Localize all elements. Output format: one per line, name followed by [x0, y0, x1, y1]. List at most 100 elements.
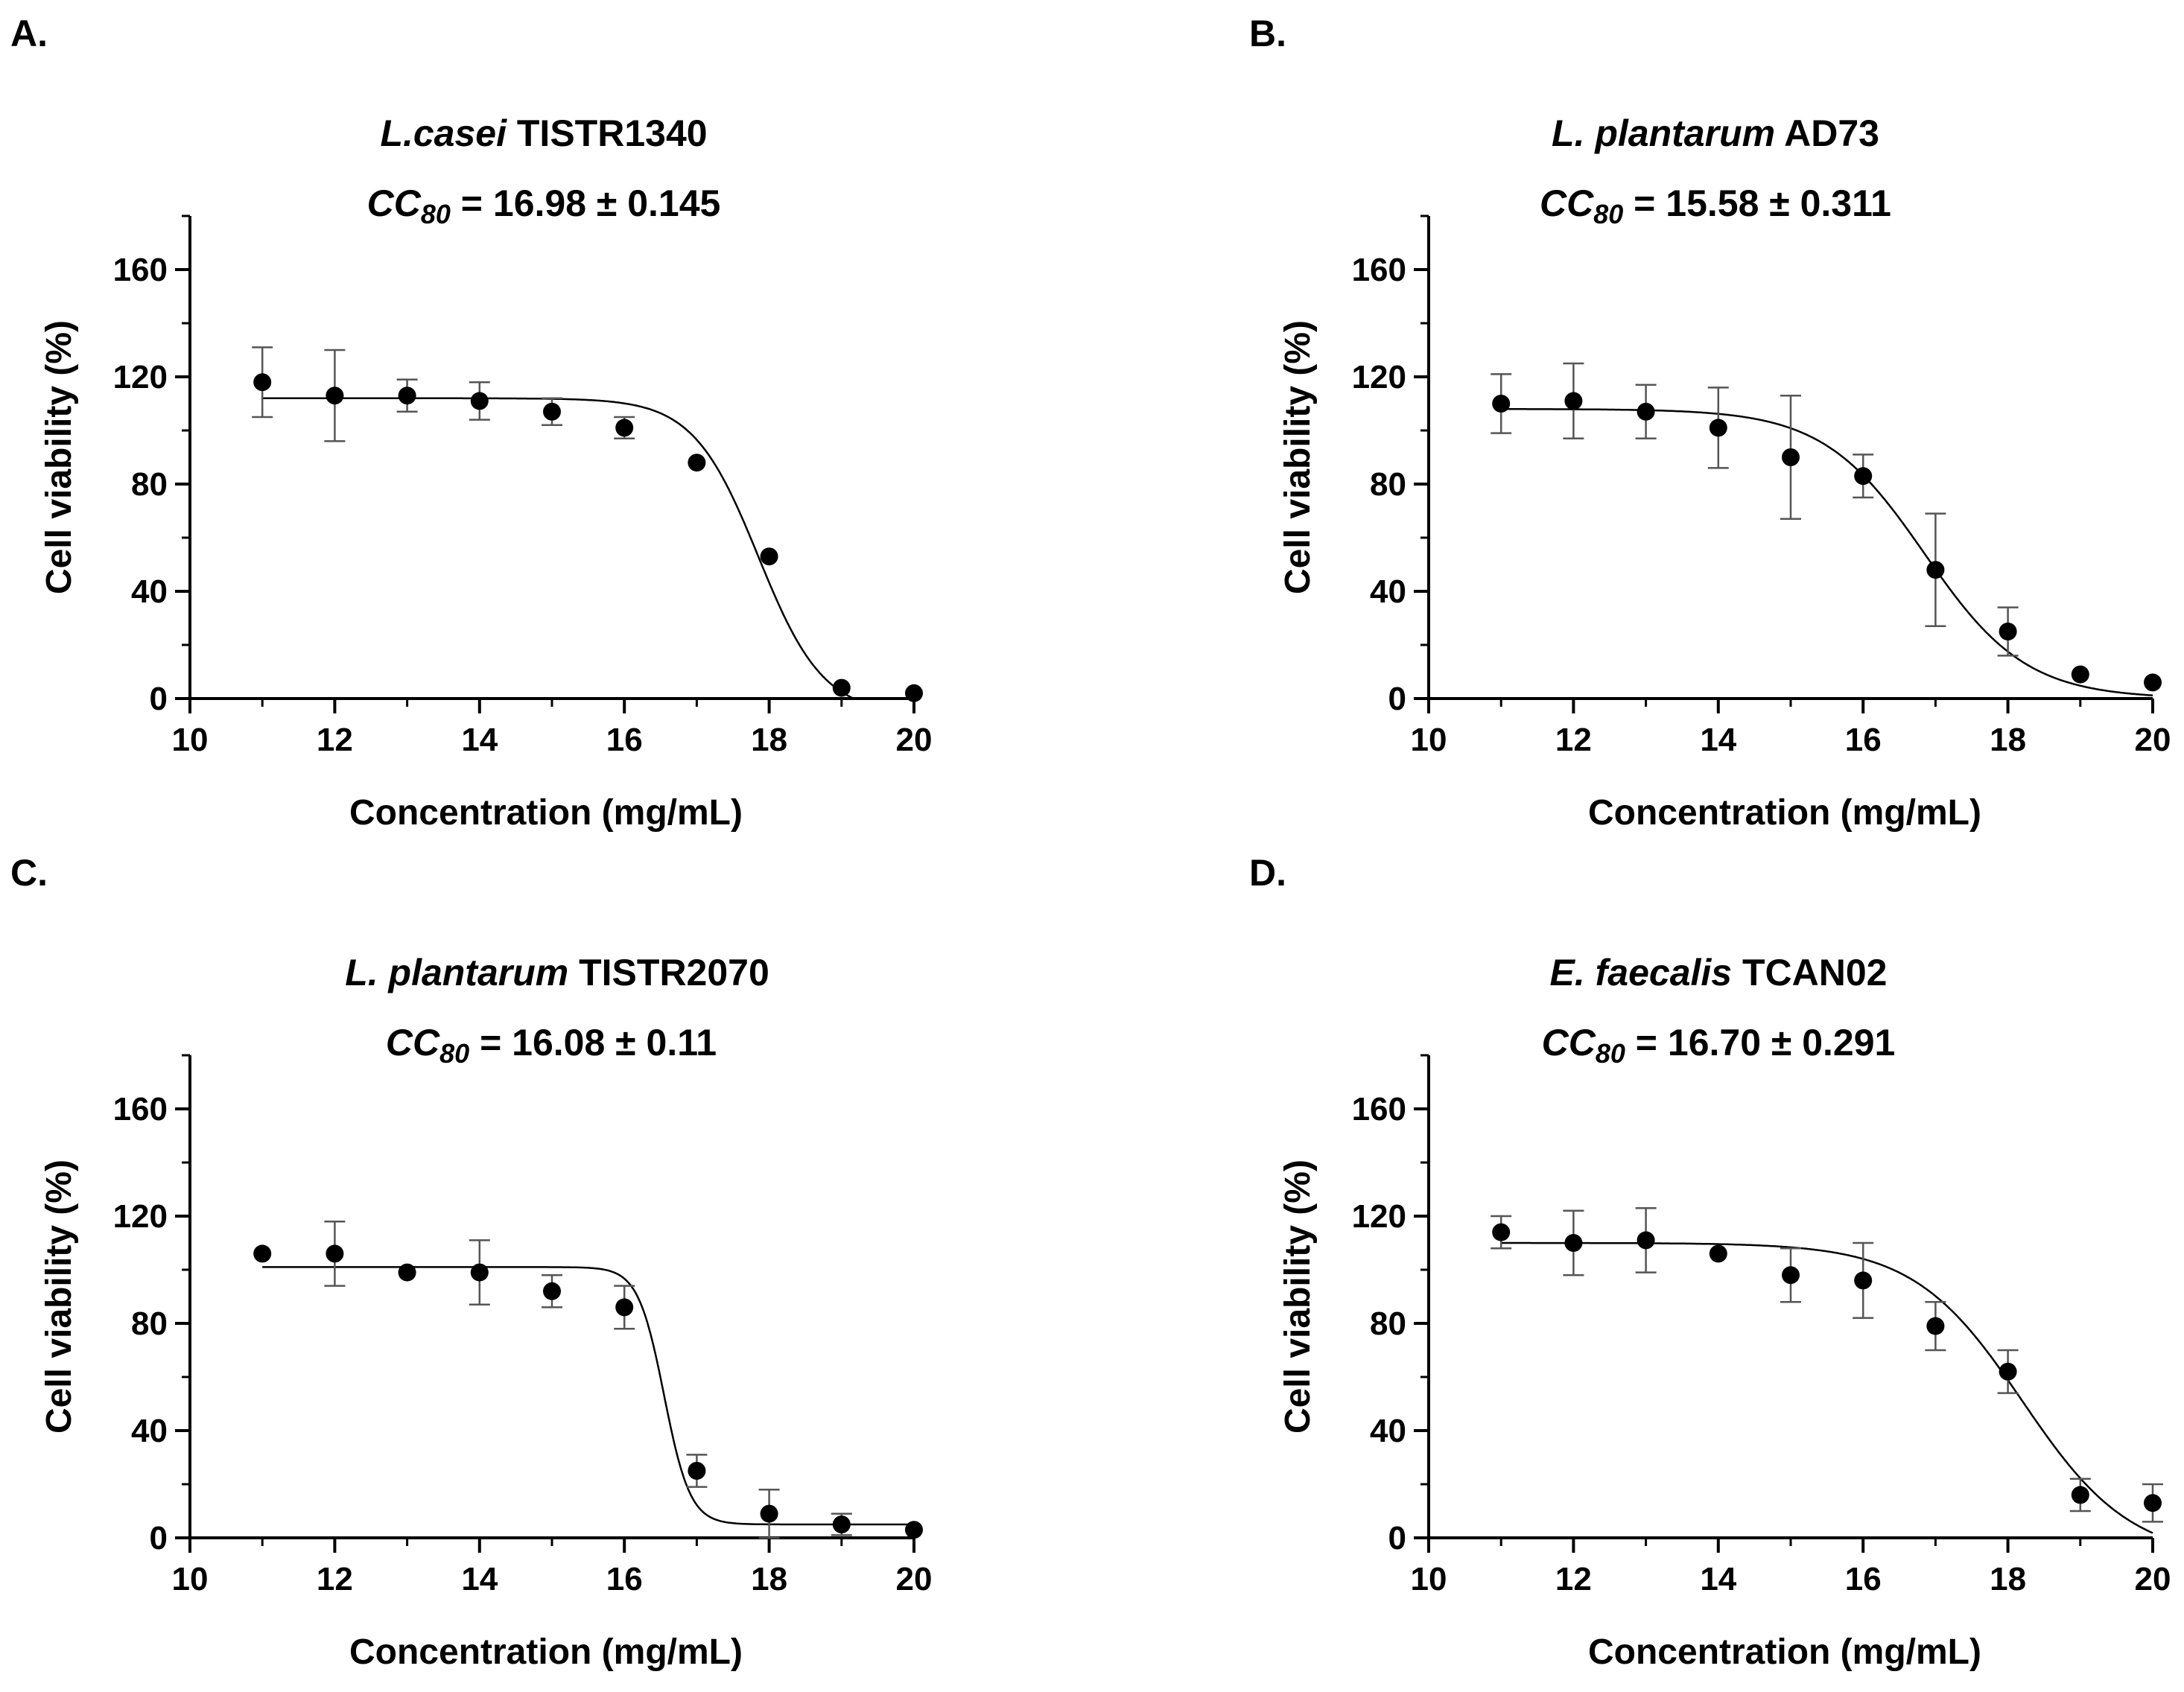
x-tick-label: 16: [606, 1561, 643, 1597]
x-tick-label: 20: [896, 1561, 933, 1597]
data-point: [1926, 561, 1945, 579]
cc-value: = 15.58 ± 0.311: [1623, 182, 1891, 224]
y-tick-label: 80: [1370, 466, 1406, 503]
y-tick-label: 40: [131, 1413, 168, 1449]
data-point: [905, 684, 923, 702]
chart-panel-d: D. E. faecalis TCAN02 CC80 = 16.70 ± 0.2…: [1249, 852, 2171, 1672]
data-point: [2144, 1494, 2162, 1513]
y-tick-label: 160: [113, 1091, 168, 1128]
y-tick-label: 120: [113, 1198, 168, 1235]
x-tick-label: 14: [461, 722, 498, 758]
data-point: [1492, 1223, 1511, 1241]
y-tick-label: 80: [131, 1305, 168, 1342]
data-point: [1854, 467, 1873, 486]
chart-subtitle: CC80 = 16.70 ± 0.291: [1542, 1022, 1896, 1069]
chart-title: E. faecalis TCAN02: [1550, 952, 1888, 993]
title-species: L. plantarum: [1552, 112, 1775, 154]
x-tick-label: 10: [1411, 722, 1447, 758]
data-point: [615, 1298, 634, 1317]
data-point: [1854, 1271, 1873, 1290]
cc-subscript: 80: [1596, 1038, 1625, 1069]
plot-area: 0 40 80 120 160 10 12 14 16 18 20: [1352, 1054, 2171, 1597]
chart-panel-a: A. L.casei TISTR1340 CC80 = 16.98 ± 0.14…: [10, 13, 932, 833]
chart-title: L. plantarum AD73: [1552, 112, 1879, 154]
x-tick-label: 12: [317, 1561, 353, 1597]
data-point: [398, 1263, 416, 1282]
data-point: [1782, 1266, 1800, 1285]
data-point: [688, 454, 706, 472]
x-tick-label: 12: [1555, 1561, 1592, 1597]
data-point: [1926, 1317, 1945, 1335]
chart-panel-b: B. L. plantarum AD73 CC80 = 15.58 ± 0.31…: [1249, 13, 2171, 833]
data-point: [326, 387, 344, 405]
x-axis-label: Concentration (mg/mL): [349, 1632, 743, 1672]
data-point: [543, 1282, 561, 1300]
title-strain: TISTR2070: [568, 952, 769, 993]
x-tick-label: 16: [606, 722, 643, 758]
x-tick-label: 12: [1555, 722, 1592, 758]
data-point: [1709, 419, 1727, 437]
y-tick-label: 80: [131, 466, 168, 503]
x-tick-label: 20: [2135, 722, 2171, 758]
panel-letter: A.: [10, 13, 48, 54]
y-tick-label: 160: [113, 252, 168, 288]
data-point: [1999, 623, 2017, 640]
chart-subtitle: CC80 = 15.58 ± 0.311: [1540, 182, 1891, 229]
y-tick-label: 40: [131, 573, 168, 610]
title-strain: TISTR1340: [507, 112, 708, 154]
data-point: [1637, 402, 1655, 421]
data-point: [1492, 395, 1511, 413]
data-point: [253, 373, 272, 392]
x-axis-label: Concentration (mg/mL): [349, 793, 743, 833]
x-tick-label: 14: [1700, 1561, 1736, 1597]
title-species: L. plantarum: [345, 952, 568, 993]
cc-symbol: CC: [1542, 1022, 1596, 1063]
cc-subscript: 80: [1593, 199, 1623, 229]
fit-curve: [1501, 1241, 2153, 1534]
data-point: [1709, 1244, 1727, 1263]
x-tick-label: 16: [1845, 1561, 1882, 1597]
data-point: [1564, 392, 1583, 410]
plot-area: 0 40 80 120 160 10 12 14 16 18 20: [113, 214, 932, 758]
y-tick-label: 40: [1370, 1413, 1406, 1449]
chart-subtitle: CC80 = 16.98 ± 0.145: [367, 182, 721, 229]
chart-subtitle: CC80 = 16.08 ± 0.11: [386, 1022, 717, 1069]
y-axis-label: Cell viability (%): [39, 320, 79, 594]
data-point: [2071, 665, 2089, 684]
data-point: [2144, 673, 2162, 692]
x-tick-label: 18: [1990, 1561, 2026, 1597]
y-tick-label: 0: [1388, 681, 1406, 717]
x-tick-label: 12: [317, 722, 353, 758]
panel-letter: D.: [1249, 852, 1286, 894]
data-point: [253, 1244, 272, 1263]
y-tick-label: 120: [113, 359, 168, 395]
data-point: [470, 1263, 489, 1282]
cc-value: = 16.70 ± 0.291: [1625, 1022, 1895, 1063]
data-point: [326, 1244, 344, 1263]
x-tick-label: 10: [172, 722, 209, 758]
panel-letter: C.: [10, 852, 48, 894]
y-tick-label: 120: [1352, 1198, 1406, 1235]
data-point: [398, 387, 416, 405]
y-tick-label: 40: [1370, 573, 1406, 610]
x-tick-label: 18: [751, 722, 787, 758]
fit-curve: [262, 1266, 914, 1526]
plot-area: 0 40 80 120 160 10 12 14 16 18 20: [113, 1054, 933, 1597]
data-point: [615, 419, 634, 437]
data-point: [543, 402, 561, 421]
x-axis-label: Concentration (mg/mL): [1588, 793, 1981, 833]
x-tick-label: 20: [2135, 1561, 2171, 1597]
data-point: [760, 547, 778, 566]
data-point: [2071, 1486, 2089, 1504]
data-point: [832, 678, 851, 697]
title-species: E. faecalis: [1550, 952, 1733, 993]
y-tick-label: 160: [1352, 252, 1406, 288]
cc-subscript: 80: [421, 199, 451, 229]
x-tick-label: 18: [1990, 722, 2026, 758]
data-point: [832, 1516, 851, 1533]
title-strain: AD73: [1775, 112, 1879, 154]
data-point: [688, 1462, 706, 1480]
x-tick-label: 16: [1845, 722, 1882, 758]
x-tick-label: 14: [1700, 722, 1736, 758]
